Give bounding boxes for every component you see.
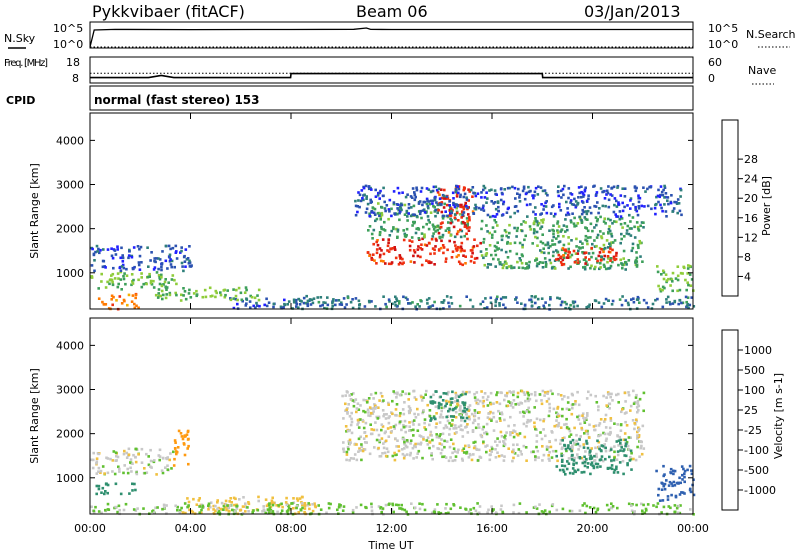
cpid-box (89, 85, 694, 111)
noise-right-label: N.Search (746, 28, 796, 41)
heatmap-region-4 (152, 286, 261, 302)
colorbar-tick-label: 28 (744, 153, 758, 166)
heatmap-region-1 (90, 244, 193, 273)
velocity-y-ticks: 1000 2000 3000 4000 (56, 339, 693, 485)
colorbar-tick-label: -500 (744, 464, 769, 477)
y-tick-label: 1000 (56, 267, 84, 280)
colorbar-tick-label: 4 (744, 270, 751, 283)
noise-left-tick-low: 10^0 (53, 38, 83, 51)
colorbar-tick-label: 500 (744, 364, 765, 377)
heatmap-region-5 (429, 390, 469, 423)
y-tick-label: 3000 (56, 384, 84, 397)
power-y-ticks: 1000 2000 3000 4000 (56, 134, 693, 280)
noise-left-label: N.Sky (4, 32, 36, 45)
y-tick-label: 3000 (56, 179, 84, 192)
heatmap-region-7 (655, 464, 696, 502)
heatmap-region-9 (555, 246, 618, 267)
cpid-label: CPID (6, 94, 35, 107)
noise-right-tick-low: 10^0 (708, 38, 738, 51)
colorbar-tick-label: -100 (744, 444, 769, 457)
y-tick-label: 2000 (56, 428, 84, 441)
heatmap-region-11 (656, 264, 695, 293)
y-tick-label: 4000 (56, 339, 84, 352)
heatmap-region-8 (90, 502, 695, 516)
colorbar-tick-label: 8 (744, 251, 751, 264)
freq-tick-low: 8 (72, 72, 79, 85)
velocity-colorbar: 1000 500 100 25 -25 -100 -500 -1000 (721, 329, 776, 511)
x-tick-label: 16:00 (476, 522, 508, 535)
colorbar-tick-label: 12 (744, 231, 758, 244)
freq-tick-high: 18 (66, 56, 80, 69)
y-tick-label: 4000 (56, 134, 84, 147)
x-tick-label: 12:00 (376, 522, 408, 535)
x-tick-label: 08:00 (275, 522, 307, 535)
power-colorbar: 4 8 12 16 20 24 28 (721, 119, 758, 297)
colorbar-tick-label: 20 (744, 192, 758, 205)
date-label: 03/Jan/2013 (584, 2, 681, 21)
station-title: Pykkvibaer (fitACF) (92, 2, 245, 21)
noise-series-0 (89, 27, 693, 48)
time-axis-label: Time UT (367, 539, 413, 552)
power-colorbar-label: Power [dB] (760, 176, 773, 236)
colorbar-tick-label: 1000 (744, 344, 772, 357)
noise-right-tick-high: 10^5 (708, 22, 738, 35)
heatmap-region-4 (341, 389, 646, 463)
power-y-axis-label: Slant Range [km] (28, 163, 41, 259)
colorbar-tick-label: -25 (744, 424, 762, 437)
freq-label: Freq. [MHz] (4, 58, 48, 69)
colorbar-tick-label: 24 (744, 173, 758, 186)
heatmap-region-1 (95, 482, 137, 496)
colorbar-tick-label: -1000 (744, 484, 776, 497)
velocity-colorbar-label: Velocity [m s-1] (772, 373, 785, 459)
power-panel: Slant Range [km] 1000 2000 3000 4000 4 8 12 16… (28, 112, 773, 311)
beam-label: Beam 06 (356, 2, 428, 21)
freq-series-0 (90, 72, 693, 79)
heatmap-region-6 (555, 438, 633, 476)
noise-left-tick-high: 10^5 (53, 22, 83, 35)
power-heatmap (90, 184, 696, 311)
colorbar-tick-label: 100 (744, 384, 765, 397)
y-tick-label: 1000 (56, 472, 84, 485)
nave-label: Nave (748, 64, 776, 77)
noise-panel: N.Sky 10^5 10^0 10^5 10^0 N.Search (4, 21, 796, 51)
heatmap-region-12 (291, 294, 696, 311)
heatmap-region-0 (90, 270, 178, 291)
nave-tick-high: 60 (708, 56, 722, 69)
colorbar-tick-label: 25 (744, 404, 758, 417)
heatmap-region-5 (366, 237, 482, 267)
heatmap-region-10 (354, 184, 683, 218)
x-tick-label: 00:00 (677, 522, 709, 535)
velocity-heatmap (90, 389, 696, 516)
cpid-text: normal (fast stereo) 153 (94, 93, 260, 107)
heatmap-region-0 (90, 447, 175, 476)
nave-tick-low: 0 (708, 72, 715, 85)
noise-traces (89, 27, 693, 48)
frequency-traces (90, 72, 693, 79)
y-tick-label: 2000 (56, 223, 84, 236)
frequency-panel: Freq. [MHz] 18 8 60 0 Nave (4, 56, 776, 85)
x-tick-label: 04:00 (175, 522, 207, 535)
x-tick-label: 20:00 (577, 522, 609, 535)
colorbar-tick-label: 16 (744, 212, 758, 225)
heatmap-region-2 (172, 429, 190, 467)
x-tick-label: 00:00 (74, 522, 106, 535)
velocity-y-axis-label: Slant Range [km] (28, 368, 41, 464)
heatmap-region-2 (97, 292, 140, 311)
time-x-ticks: 00:00 04:00 08:00 12:00 16:00 20:00 00:00 (74, 113, 709, 535)
